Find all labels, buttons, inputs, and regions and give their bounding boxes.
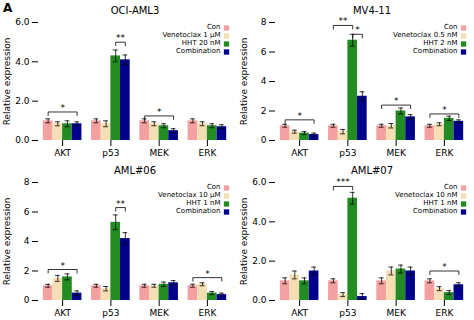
- svg-text:6.0: 6.0: [252, 177, 267, 187]
- svg-text:*: *: [157, 107, 162, 117]
- svg-text:ERK: ERK: [198, 308, 217, 318]
- svg-text:2: 2: [24, 266, 30, 276]
- svg-text:AML#07: AML#07: [351, 165, 393, 176]
- svg-text:Venetoclax 1 μM: Venetoclax 1 μM: [163, 31, 221, 39]
- html-text:A: A: [3, 1, 13, 15]
- svg-text:MEK: MEK: [386, 148, 406, 158]
- svg-text:4.0: 4.0: [252, 217, 267, 227]
- svg-text:0: 0: [261, 135, 267, 145]
- svg-text:**: **: [116, 33, 126, 43]
- svg-text:4: 4: [24, 236, 30, 246]
- svg-text:ERK: ERK: [435, 308, 454, 318]
- svg-text:Relative expression: Relative expression: [2, 38, 12, 126]
- svg-text:ERK: ERK: [435, 148, 454, 158]
- svg-text:2: 2: [261, 106, 267, 116]
- svg-text:0.0: 0.0: [252, 295, 267, 305]
- svg-text:Relative expression: Relative expression: [2, 198, 12, 286]
- svg-text:p53: p53: [102, 148, 119, 158]
- svg-text:HHT 20 nM: HHT 20 nM: [182, 39, 221, 47]
- svg-text:*: *: [442, 105, 447, 115]
- svg-text:Con: Con: [207, 183, 221, 191]
- svg-text:MV4-11: MV4-11: [353, 5, 391, 16]
- svg-text:p53: p53: [339, 148, 356, 158]
- svg-text:AKT: AKT: [291, 148, 308, 158]
- svg-text:**: **: [339, 16, 349, 26]
- svg-text:AKT: AKT: [54, 308, 71, 318]
- svg-text:AKT: AKT: [291, 308, 308, 318]
- svg-text:*: *: [60, 261, 65, 271]
- svg-text:**: **: [116, 199, 126, 209]
- svg-text:*: *: [297, 111, 302, 121]
- svg-text:8: 8: [24, 177, 30, 187]
- svg-text:HHT 1 nM: HHT 1 nM: [423, 199, 457, 207]
- svg-text:Venetoclax 0.5 nM: Venetoclax 0.5 nM: [393, 31, 458, 39]
- svg-text:4: 4: [261, 76, 267, 86]
- svg-text:AML#06: AML#06: [114, 165, 156, 176]
- svg-text:2.0: 2.0: [252, 256, 267, 266]
- svg-text:AKT: AKT: [54, 148, 71, 158]
- svg-text:*: *: [355, 25, 360, 35]
- svg-text:Combination: Combination: [176, 47, 221, 55]
- svg-text:*: *: [205, 269, 210, 279]
- svg-text:4.0: 4.0: [15, 57, 30, 67]
- svg-text:Con: Con: [207, 23, 221, 31]
- svg-text:HHT 1 nM: HHT 1 nM: [186, 199, 220, 207]
- svg-text:Relative expression: Relative expression: [239, 198, 249, 286]
- svg-text:8: 8: [261, 17, 267, 27]
- svg-text:Con: Con: [444, 23, 458, 31]
- svg-text:6: 6: [261, 47, 267, 57]
- svg-text:ERK: ERK: [198, 148, 217, 158]
- svg-text:Venetoclax 10 μM: Venetoclax 10 μM: [158, 191, 220, 199]
- svg-text:*: *: [60, 103, 65, 113]
- svg-text:*: *: [442, 262, 447, 272]
- svg-text:Relative expression: Relative expression: [239, 38, 249, 126]
- svg-text:*: *: [394, 96, 399, 106]
- svg-text:6: 6: [24, 207, 30, 217]
- svg-text:Combination: Combination: [176, 207, 221, 215]
- svg-text:OCI-AML3: OCI-AML3: [111, 5, 160, 16]
- svg-text:MEK: MEK: [149, 148, 169, 158]
- svg-text:Combination: Combination: [413, 207, 458, 215]
- svg-text:6.0: 6.0: [15, 17, 30, 27]
- svg-text:0: 0: [24, 295, 30, 305]
- svg-text:Combination: Combination: [413, 47, 458, 55]
- svg-text:p53: p53: [339, 308, 356, 318]
- svg-text:2.0: 2.0: [15, 96, 30, 106]
- svg-text:0.0: 0.0: [15, 135, 30, 145]
- svg-text:***: ***: [336, 177, 350, 187]
- svg-text:HHT 2 nM: HHT 2 nM: [423, 39, 457, 47]
- svg-text:MEK: MEK: [386, 308, 406, 318]
- svg-text:Con: Con: [444, 183, 458, 191]
- svg-text:p53: p53: [102, 308, 119, 318]
- svg-text:Venetoclax 10 nM: Venetoclax 10 nM: [395, 191, 457, 199]
- svg-text:MEK: MEK: [149, 308, 169, 318]
